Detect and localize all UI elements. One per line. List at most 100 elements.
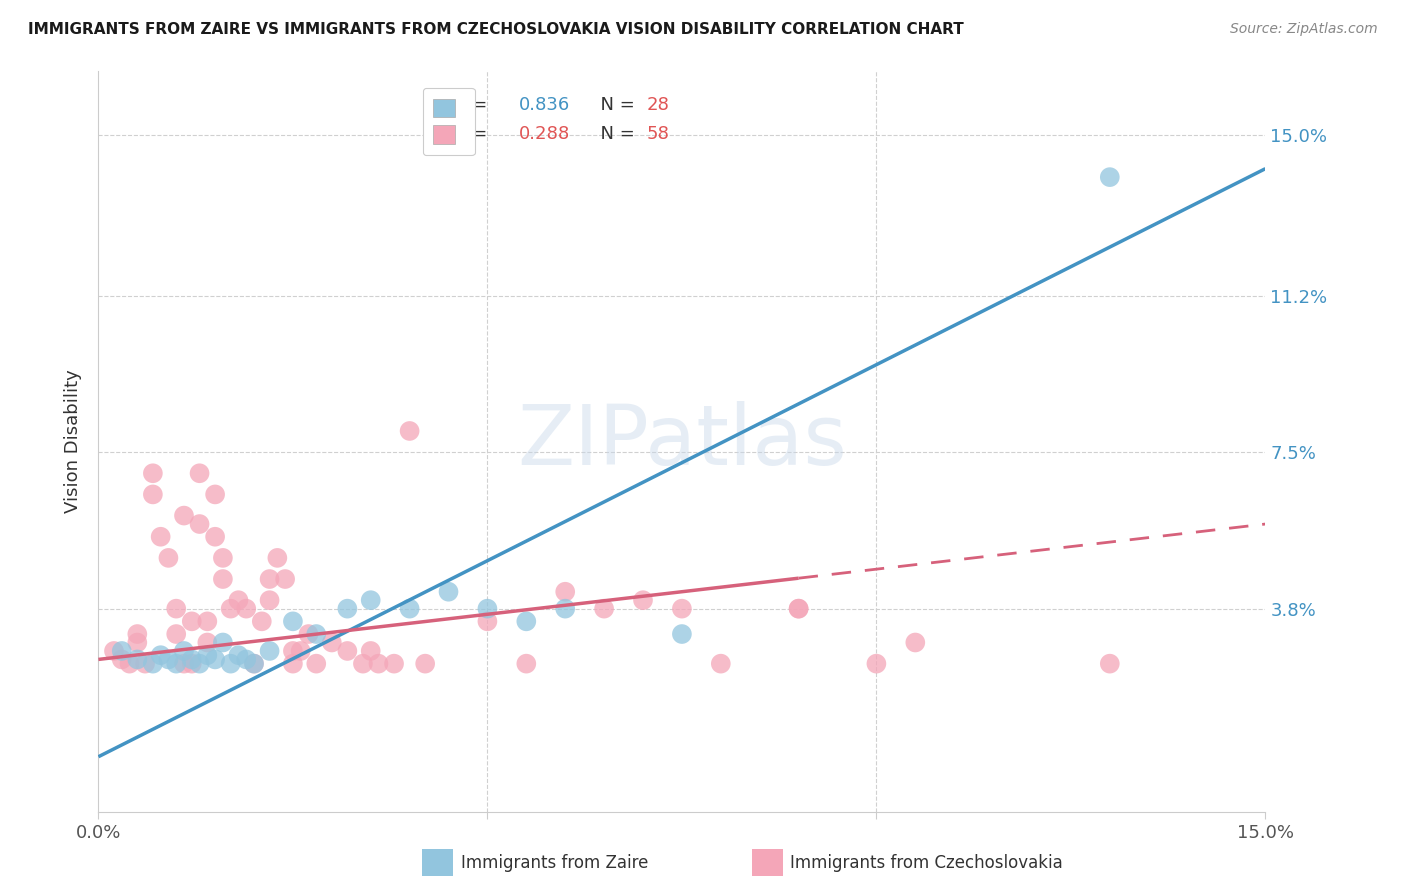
Point [165,657,187,671]
Point [127,627,149,641]
Point [219,657,242,671]
Point [188,657,211,671]
Point [195,648,218,663]
Point [134,657,156,671]
Text: N =: N = [589,125,640,144]
Text: R =: R = [454,95,494,113]
Point [865,657,887,671]
Point [219,601,242,615]
Point [477,615,499,629]
Point [515,615,537,629]
Point [165,627,187,641]
Point [437,584,460,599]
Point [243,657,266,671]
Text: 28: 28 [647,95,669,113]
Text: Source: ZipAtlas.com: Source: ZipAtlas.com [1230,22,1378,37]
Point [173,657,195,671]
Point [127,635,149,649]
Point [266,550,288,565]
Point [180,657,202,671]
Text: 0.288: 0.288 [519,125,569,144]
Point [787,601,810,615]
Point [204,530,226,544]
Point [195,635,218,649]
Point [413,657,436,671]
Point [259,572,281,586]
Point [515,657,537,671]
Point [305,657,328,671]
Point [398,601,420,615]
Point [1098,170,1121,185]
Text: ZIPatlas: ZIPatlas [517,401,846,482]
Point [554,584,576,599]
Y-axis label: Vision Disability: Vision Disability [65,369,83,514]
Point [212,572,235,586]
Point [787,601,810,615]
Text: IMMIGRANTS FROM ZAIRE VS IMMIGRANTS FROM CZECHOSLOVAKIA VISION DISABILITY CORREL: IMMIGRANTS FROM ZAIRE VS IMMIGRANTS FROM… [28,22,965,37]
Point [336,644,359,658]
Legend: , : , [423,87,475,155]
Point [290,644,312,658]
Point [274,572,297,586]
Point [367,657,389,671]
Point [554,601,576,615]
Point [593,601,616,615]
Point [103,644,125,658]
Point [259,593,281,607]
Point [352,657,374,671]
Point [671,627,693,641]
Point [360,644,382,658]
Point [111,652,134,666]
Point [157,652,180,666]
Point [305,627,328,641]
Point [360,593,382,607]
Point [904,635,927,649]
Point [212,635,235,649]
Point [165,601,187,615]
Point [250,615,273,629]
Point [281,615,304,629]
Point [382,657,405,671]
Point [243,657,266,671]
Point [228,648,250,663]
Point [281,644,304,658]
Point [188,467,211,481]
Text: 0.836: 0.836 [519,95,569,113]
Point [259,644,281,658]
Point [212,550,235,565]
Text: N =: N = [589,95,640,113]
Point [173,644,195,658]
Point [142,657,165,671]
Point [149,648,172,663]
Point [157,550,180,565]
Point [127,652,149,666]
Point [111,644,134,658]
Text: 58: 58 [647,125,669,144]
Point [204,652,226,666]
Point [321,635,343,649]
Point [235,601,257,615]
Text: Immigrants from Czechoslovakia: Immigrants from Czechoslovakia [790,854,1063,871]
Point [195,615,218,629]
Point [180,652,202,666]
Point [149,530,172,544]
Text: Immigrants from Zaire: Immigrants from Zaire [461,854,648,871]
Point [188,516,211,531]
Point [235,652,257,666]
Point [710,657,733,671]
Point [142,467,165,481]
Point [671,601,693,615]
Point [297,627,319,641]
Point [1098,657,1121,671]
Point [118,657,141,671]
Point [336,601,359,615]
Point [142,487,165,501]
Point [180,615,202,629]
Point [204,487,226,501]
Point [477,601,499,615]
Point [631,593,654,607]
Point [228,593,250,607]
Text: R =: R = [454,125,494,144]
Point [173,508,195,523]
Point [398,424,420,438]
